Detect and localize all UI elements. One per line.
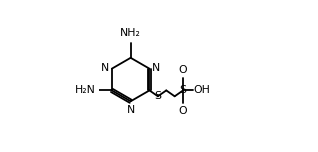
Text: O: O <box>179 65 187 75</box>
Text: NH₂: NH₂ <box>120 28 141 38</box>
Text: S: S <box>154 91 161 101</box>
Text: OH: OH <box>193 85 210 95</box>
Text: S: S <box>180 85 187 95</box>
Text: N: N <box>152 63 160 73</box>
Text: N: N <box>101 63 109 73</box>
Text: H₂N: H₂N <box>74 85 95 95</box>
Text: O: O <box>179 106 187 116</box>
Text: N: N <box>127 105 135 115</box>
